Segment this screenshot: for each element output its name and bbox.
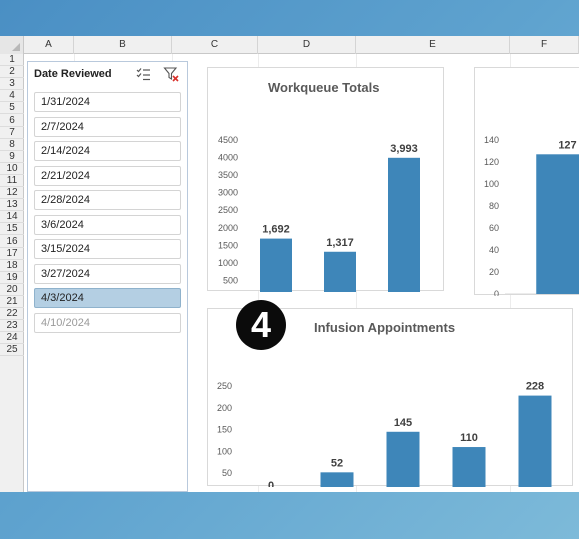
- data-label: 3,993: [390, 143, 418, 155]
- chart-title: Infusion Appointments: [314, 320, 456, 335]
- slicer-item[interactable]: 3/27/2024: [34, 263, 181, 284]
- slicer-item[interactable]: 2/14/2024: [34, 141, 181, 161]
- data-label: 1,692: [262, 224, 290, 236]
- provider-chart[interactable]: 020406080100120140127Jahangir: [474, 67, 579, 296]
- y-tick-label: 250: [217, 381, 232, 391]
- row-header[interactable]: 5: [0, 102, 24, 115]
- bar[interactable]: [388, 157, 420, 292]
- row-header[interactable]: 4: [0, 90, 24, 103]
- data-label: 127: [558, 139, 576, 151]
- slicer-item[interactable]: 3/6/2024: [34, 214, 181, 235]
- y-tick-label: 2000: [218, 223, 238, 233]
- row-header[interactable]: 18: [0, 260, 24, 272]
- slicer-item[interactable]: 2/21/2024: [34, 165, 181, 186]
- column-header-b[interactable]: B: [74, 36, 172, 54]
- bar[interactable]: [260, 238, 292, 292]
- date-reviewed-slicer: Date Reviewed 1/31/2024 2/7/2024 2/14/20…: [27, 61, 188, 492]
- column-header-d[interactable]: D: [258, 36, 356, 54]
- row-header[interactable]: 19: [0, 272, 24, 284]
- row-header-bar: 1 2 3 4 5 6 7 8 9 10 11 12 13 14 15 16 17 18 19 20 21 22 23 24 2…: [0, 54, 24, 492]
- y-tick-label: 100: [217, 446, 232, 456]
- select-all-corner[interactable]: [0, 36, 24, 54]
- y-tick-label: 60: [489, 223, 499, 233]
- bar[interactable]: [518, 395, 552, 487]
- y-tick-label: 1500: [218, 240, 238, 250]
- row-header[interactable]: 14: [0, 211, 24, 224]
- row-header[interactable]: 22: [0, 308, 24, 321]
- data-label: 1,317: [326, 237, 354, 249]
- workqueue-totals-plot: 0500100015002000250030003500400045001,69…: [218, 135, 420, 292]
- row-header[interactable]: 25: [0, 344, 24, 357]
- y-tick-label: 80: [489, 201, 499, 211]
- column-header-c[interactable]: C: [172, 36, 258, 54]
- spreadsheet-area: A B C D E F 1 2 3 4 5 6 7 8 9 10 11 12 13 14 15 16 17 18 1…: [0, 36, 579, 492]
- provider-plot: 020406080100120140127Jahangir: [484, 135, 579, 296]
- bar[interactable]: [536, 154, 579, 294]
- y-tick-label: 0: [494, 289, 499, 296]
- y-tick-label: 4000: [218, 153, 238, 163]
- y-tick-label: 150: [217, 425, 232, 435]
- data-label: 110: [460, 432, 478, 444]
- bar[interactable]: [386, 431, 420, 487]
- row-header[interactable]: 20: [0, 284, 24, 296]
- y-tick-label: 2500: [218, 205, 238, 215]
- slicer-item-no-data[interactable]: 4/10/2024: [34, 312, 181, 333]
- slicer-item-selected[interactable]: 4/3/2024: [34, 288, 181, 308]
- row-header[interactable]: 17: [0, 248, 24, 260]
- y-tick-label: 500: [223, 275, 238, 285]
- y-tick-label: 100: [484, 179, 499, 189]
- row-header[interactable]: 16: [0, 236, 24, 248]
- slicer-item[interactable]: 3/15/2024: [34, 239, 181, 259]
- data-label: 0: [268, 480, 274, 487]
- multi-select-icon[interactable]: [135, 66, 151, 82]
- row-header[interactable]: 23: [0, 320, 24, 333]
- slicer-item[interactable]: 2/28/2024: [34, 190, 181, 210]
- row-header[interactable]: 12: [0, 187, 24, 200]
- row-header[interactable]: 9: [0, 151, 24, 163]
- y-tick-label: 3500: [218, 170, 238, 180]
- row-header[interactable]: 8: [0, 139, 24, 151]
- row-header[interactable]: 24: [0, 332, 24, 345]
- column-header-a[interactable]: A: [24, 36, 74, 54]
- data-label: 52: [331, 457, 343, 469]
- row-header[interactable]: 15: [0, 223, 24, 236]
- row-header[interactable]: 10: [0, 163, 24, 175]
- row-header[interactable]: 11: [0, 175, 24, 188]
- y-tick-label: 20: [489, 267, 499, 277]
- chart-title: Workqueue Totals: [268, 80, 380, 95]
- data-label: 145: [394, 417, 412, 429]
- row-header[interactable]: 13: [0, 199, 24, 212]
- infusion-appointments-chart[interactable]: Infusion Appointments 0501001502002500Ca…: [207, 308, 573, 487]
- bar[interactable]: [320, 472, 354, 487]
- workqueue-totals-chart[interactable]: Workqueue Totals 05001000150020002500300…: [207, 67, 444, 292]
- column-header-f[interactable]: F: [510, 36, 579, 54]
- slicer-item[interactable]: 1/31/2024: [34, 92, 181, 112]
- y-tick-label: 120: [484, 157, 499, 167]
- y-tick-label: 50: [222, 468, 232, 478]
- slicer-title: Date Reviewed: [34, 68, 112, 80]
- row-header[interactable]: 3: [0, 78, 24, 91]
- row-header[interactable]: 21: [0, 296, 24, 309]
- step-number-badge: 4: [236, 300, 286, 350]
- infusion-appointments-plot: 0501001502002500Calc Length52Fluid145Inj…: [217, 381, 552, 487]
- row-header[interactable]: 7: [0, 127, 24, 139]
- bar[interactable]: [452, 447, 486, 487]
- slicer-item[interactable]: 2/7/2024: [34, 116, 181, 137]
- data-label: 228: [526, 381, 544, 393]
- bar[interactable]: [324, 251, 356, 292]
- row-header[interactable]: 6: [0, 115, 24, 127]
- row-header[interactable]: 2: [0, 66, 24, 79]
- y-tick-label: 1000: [218, 258, 238, 268]
- row-header[interactable]: 1: [0, 54, 24, 67]
- column-header-e[interactable]: E: [356, 36, 510, 54]
- y-tick-label: 3000: [218, 188, 238, 198]
- column-header-bar: A B C D E F: [0, 36, 579, 54]
- y-tick-label: 4500: [218, 135, 238, 145]
- y-tick-label: 140: [484, 135, 499, 145]
- y-tick-label: 40: [489, 245, 499, 255]
- clear-filter-icon[interactable]: [163, 66, 179, 82]
- y-tick-label: 200: [217, 403, 232, 413]
